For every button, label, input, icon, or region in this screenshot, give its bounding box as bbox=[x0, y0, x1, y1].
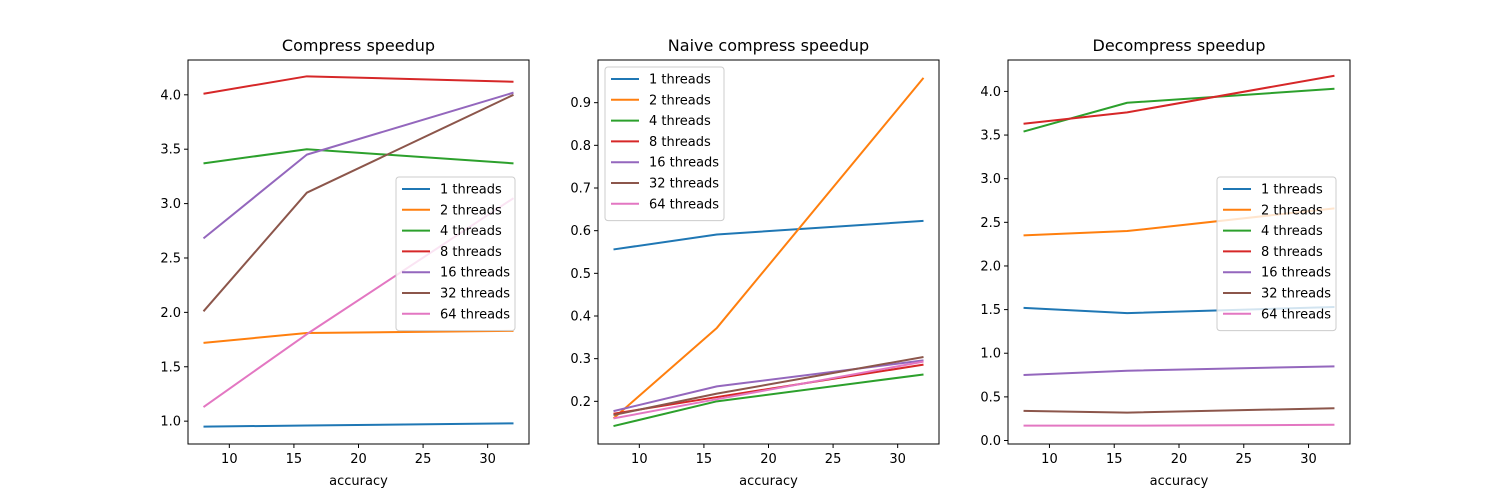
legend-label: 32 threads bbox=[1261, 287, 1331, 302]
legend-label: 1 threads bbox=[440, 183, 502, 198]
x-tick-label: 10 bbox=[1041, 452, 1058, 467]
y-tick-label: 0.5 bbox=[570, 267, 591, 282]
x-tick-label: 20 bbox=[760, 452, 777, 467]
legend-label: 32 threads bbox=[440, 287, 510, 302]
chart-title: Compress speedup bbox=[282, 36, 435, 55]
y-tick-label: 0.9 bbox=[570, 96, 591, 111]
series-line-64-threads bbox=[1023, 423, 1335, 427]
legend-label: 2 threads bbox=[440, 203, 502, 218]
y-tick-label: 0.0 bbox=[980, 434, 1001, 449]
x-axis-label: accuracy bbox=[1150, 474, 1209, 489]
x-tick-label: 15 bbox=[1106, 452, 1123, 467]
axes-frame bbox=[597, 59, 940, 445]
series-line-8-threads bbox=[203, 75, 514, 95]
legend-label: 8 threads bbox=[649, 135, 711, 150]
x-tick-label: 10 bbox=[221, 452, 238, 467]
y-tick-label: 0.4 bbox=[570, 310, 591, 325]
legend-label: 16 threads bbox=[440, 266, 510, 281]
y-tick-label: 2.0 bbox=[160, 306, 181, 321]
y-tick-label: 0.6 bbox=[570, 224, 591, 239]
y-tick-label: 2.5 bbox=[160, 251, 181, 266]
legend-label: 2 threads bbox=[649, 93, 711, 108]
y-tick-label: 4.0 bbox=[160, 88, 181, 103]
x-axis-label: accuracy bbox=[739, 474, 798, 489]
axes-frame bbox=[187, 59, 530, 445]
legend-label: 4 threads bbox=[1261, 224, 1323, 239]
series-line-1-threads bbox=[613, 219, 924, 251]
x-tick-label: 15 bbox=[286, 452, 303, 467]
subplot-1: Compress speedup 10 15 20 25 30 1.0 1.5 2.0 2.5 3.… bbox=[160, 36, 530, 489]
x-tick-label: 25 bbox=[1235, 452, 1252, 467]
y-tick-label: 0.2 bbox=[570, 395, 591, 410]
x-tick-label: 30 bbox=[1300, 452, 1317, 467]
legend-label: 8 threads bbox=[440, 245, 502, 260]
series-line-32-threads bbox=[202, 93, 514, 312]
y-tick-label: 1.5 bbox=[980, 303, 1001, 318]
chart-title: Naive compress speedup bbox=[668, 36, 869, 55]
axes-frame bbox=[1007, 59, 1351, 445]
series-line-32-threads bbox=[613, 355, 924, 416]
legend-label: 16 threads bbox=[649, 156, 719, 171]
y-tick-label: 3.0 bbox=[160, 197, 181, 212]
x-axis-label: accuracy bbox=[329, 474, 388, 489]
y-tick-label: 2.5 bbox=[980, 216, 1001, 231]
series-line-16-threads bbox=[613, 359, 924, 413]
y-tick-label: 0.8 bbox=[570, 139, 591, 154]
subplot-3: Decompress speedup 10 15 20 25 30 0.0 0.5 1.0 1.5… bbox=[980, 36, 1351, 489]
legend-label: 1 threads bbox=[649, 73, 711, 88]
y-tick-label: 0.3 bbox=[570, 352, 591, 367]
x-tick-label: 25 bbox=[825, 452, 842, 467]
legend: 1 threads 2 threads 4 threads 8 threads 16 t… bbox=[1216, 176, 1337, 332]
series-line-32-threads bbox=[1023, 407, 1335, 414]
x-tick-label: 10 bbox=[631, 452, 648, 467]
y-tick-label: 3.0 bbox=[980, 172, 1001, 187]
legend-label: 64 threads bbox=[649, 197, 719, 212]
series-line-16-threads bbox=[1023, 365, 1335, 377]
series-line-16-threads bbox=[202, 91, 514, 240]
x-tick-label: 20 bbox=[350, 452, 367, 467]
x-tick-label: 30 bbox=[889, 452, 906, 467]
y-tick-label: 3.5 bbox=[160, 143, 181, 158]
y-tick-label: 1.0 bbox=[160, 415, 181, 430]
legend: 1 threads 2 threads 4 threads 8 threads 16 t… bbox=[604, 66, 725, 222]
legend-label: 64 threads bbox=[440, 307, 510, 322]
legend-label: 1 threads bbox=[1261, 183, 1323, 198]
legend-label: 4 threads bbox=[440, 224, 502, 239]
y-tick-label: 0.5 bbox=[980, 390, 1001, 405]
series-line-2-threads bbox=[612, 77, 925, 420]
series-line-4-threads bbox=[1023, 87, 1335, 133]
y-tick-label: 3.5 bbox=[980, 129, 1001, 144]
legend-label: 4 threads bbox=[649, 114, 711, 129]
subplot-2: Naive compress speedup 10 15 20 25 30 0.2 0.3 0.… bbox=[570, 36, 940, 489]
y-tick-label: 1.0 bbox=[980, 347, 1001, 362]
legend-label: 32 threads bbox=[649, 177, 719, 192]
x-tick-label: 15 bbox=[696, 452, 713, 467]
legend-label: 16 threads bbox=[1261, 266, 1331, 281]
x-tick-label: 30 bbox=[479, 452, 496, 467]
x-tick-label: 20 bbox=[1171, 452, 1188, 467]
series-line-4-threads bbox=[613, 373, 924, 428]
chart-title: Decompress speedup bbox=[1093, 36, 1266, 55]
series-line-4-threads bbox=[203, 148, 514, 165]
y-tick-label: 4.0 bbox=[980, 85, 1001, 100]
series-line-1-threads bbox=[203, 422, 514, 428]
legend-label: 2 threads bbox=[1261, 203, 1323, 218]
legend: 1 threads 2 threads 4 threads 8 threads 16 t… bbox=[395, 176, 516, 332]
y-tick-label: 1.5 bbox=[160, 360, 181, 375]
y-tick-label: 2.0 bbox=[980, 259, 1001, 274]
legend-label: 8 threads bbox=[1261, 245, 1323, 260]
y-tick-label: 0.7 bbox=[570, 182, 591, 197]
legend-label: 64 threads bbox=[1261, 307, 1331, 322]
series-line-8-threads bbox=[1023, 74, 1335, 125]
x-tick-label: 25 bbox=[415, 452, 432, 467]
series-line-64-threads bbox=[613, 360, 924, 420]
series-line-2-threads bbox=[203, 329, 514, 344]
